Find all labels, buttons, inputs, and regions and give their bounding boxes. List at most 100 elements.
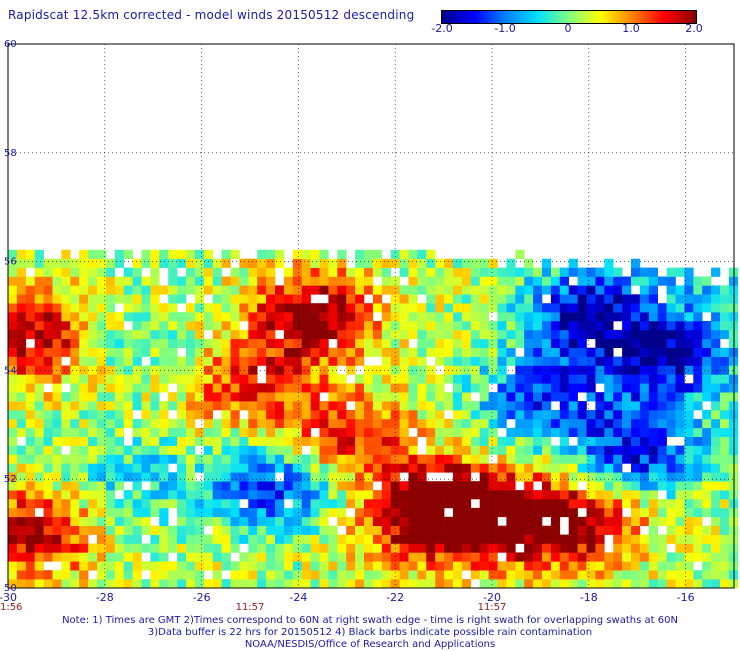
heatmap-cell — [239, 258, 249, 268]
heatmap-cell — [408, 410, 418, 420]
heatmap-cell — [70, 418, 80, 429]
heatmap-cell — [711, 427, 721, 437]
heatmap-cell — [515, 285, 525, 295]
heatmap-cell — [372, 347, 383, 357]
heatmap-cell — [266, 249, 276, 259]
heatmap-cell — [631, 294, 641, 304]
heatmap-cell — [720, 534, 730, 544]
heatmap-cell — [16, 347, 27, 357]
heatmap-cell — [453, 338, 463, 348]
heatmap-cell — [604, 427, 614, 437]
heatmap-cell — [524, 374, 534, 384]
heatmap-cell — [426, 436, 436, 446]
heatmap-cell — [657, 383, 667, 393]
heatmap-cell — [461, 258, 472, 268]
heatmap-cell — [52, 365, 62, 375]
heatmap-cell — [461, 507, 472, 518]
heatmap-cell — [292, 285, 302, 295]
heatmap-cell — [355, 249, 365, 259]
heatmap-cell — [666, 401, 676, 411]
heatmap-cell — [25, 534, 35, 544]
y-tick-label: 54 — [4, 365, 17, 376]
heatmap-cell — [70, 490, 80, 500]
heatmap-cell — [25, 356, 35, 366]
heatmap-cell — [550, 347, 561, 357]
heatmap-cell — [283, 410, 294, 420]
heatmap-cell — [639, 418, 650, 429]
heatmap-cell — [203, 267, 213, 277]
heatmap-cell — [631, 463, 641, 473]
heatmap-cell — [203, 392, 213, 402]
heatmap-cell — [631, 481, 641, 491]
heatmap-cell — [533, 365, 543, 375]
heatmap-cell — [381, 303, 391, 313]
heatmap-cell — [319, 338, 329, 348]
heatmap-cell — [310, 570, 320, 580]
heatmap-cell — [364, 525, 374, 535]
heatmap-cell — [479, 516, 489, 526]
heatmap-cell — [417, 276, 427, 286]
heatmap-cell — [8, 338, 18, 348]
heatmap-cell — [70, 258, 80, 268]
heatmap-cell — [613, 490, 623, 500]
heatmap-cell — [34, 427, 44, 437]
heatmap-cell — [586, 294, 596, 304]
heatmap-cell — [639, 392, 650, 402]
heatmap-cell — [586, 374, 596, 384]
heatmap-cell — [568, 472, 578, 482]
heatmap-cell — [657, 552, 667, 562]
heatmap-cell — [524, 276, 534, 286]
heatmap-cell — [230, 579, 240, 589]
heatmap-cell — [675, 534, 685, 544]
heatmap-cell — [426, 463, 436, 473]
heatmap-cell — [177, 338, 187, 348]
heatmap-cell — [25, 258, 35, 268]
heatmap-cell — [292, 294, 302, 304]
heatmap-cell — [364, 258, 374, 268]
heatmap-cell — [488, 338, 498, 348]
heatmap-cell — [435, 374, 445, 384]
heatmap-cell — [212, 347, 222, 357]
heatmap-cell — [444, 561, 454, 571]
heatmap-cell — [275, 401, 285, 411]
heatmap-cell — [177, 507, 187, 518]
heatmap-cell — [43, 463, 53, 473]
heatmap-cell — [105, 534, 116, 544]
heatmap-cell — [70, 338, 80, 348]
heatmap-cell — [239, 463, 249, 473]
heatmap-cell — [70, 365, 80, 375]
heatmap-cell — [25, 276, 35, 286]
heatmap-cell — [559, 454, 569, 464]
heatmap-cell — [283, 401, 294, 411]
heatmap-cell — [577, 579, 587, 589]
heatmap-cell — [248, 347, 258, 357]
heatmap-cell — [186, 285, 196, 295]
heatmap-cell — [328, 454, 338, 464]
heatmap-cell — [275, 374, 285, 384]
heatmap-cell — [88, 356, 98, 366]
heatmap-cell — [97, 392, 107, 402]
heatmap-cell — [301, 338, 311, 348]
heatmap-cell — [497, 410, 507, 420]
heatmap-cell — [559, 543, 569, 553]
heatmap-cell — [399, 552, 409, 562]
heatmap-cell — [319, 285, 329, 295]
heatmap-cell — [666, 499, 676, 509]
heatmap-cell — [461, 463, 472, 473]
heatmap-cell — [720, 445, 730, 455]
heatmap-cell — [542, 401, 552, 411]
heatmap-cell — [479, 418, 489, 429]
heatmap-cell — [319, 552, 329, 562]
heatmap-cell — [266, 579, 276, 589]
time-label: 11:57 — [478, 602, 507, 613]
heatmap-cell — [248, 356, 258, 366]
heatmap-cell — [702, 507, 712, 518]
heatmap-cell — [88, 516, 98, 526]
heatmap-cell — [399, 570, 409, 580]
heatmap-cell — [319, 463, 329, 473]
heatmap-cell — [97, 285, 107, 295]
heatmap-cell — [595, 561, 605, 571]
heatmap-cell — [542, 347, 552, 357]
heatmap-cell — [301, 249, 311, 259]
heatmap-cell — [346, 312, 356, 322]
